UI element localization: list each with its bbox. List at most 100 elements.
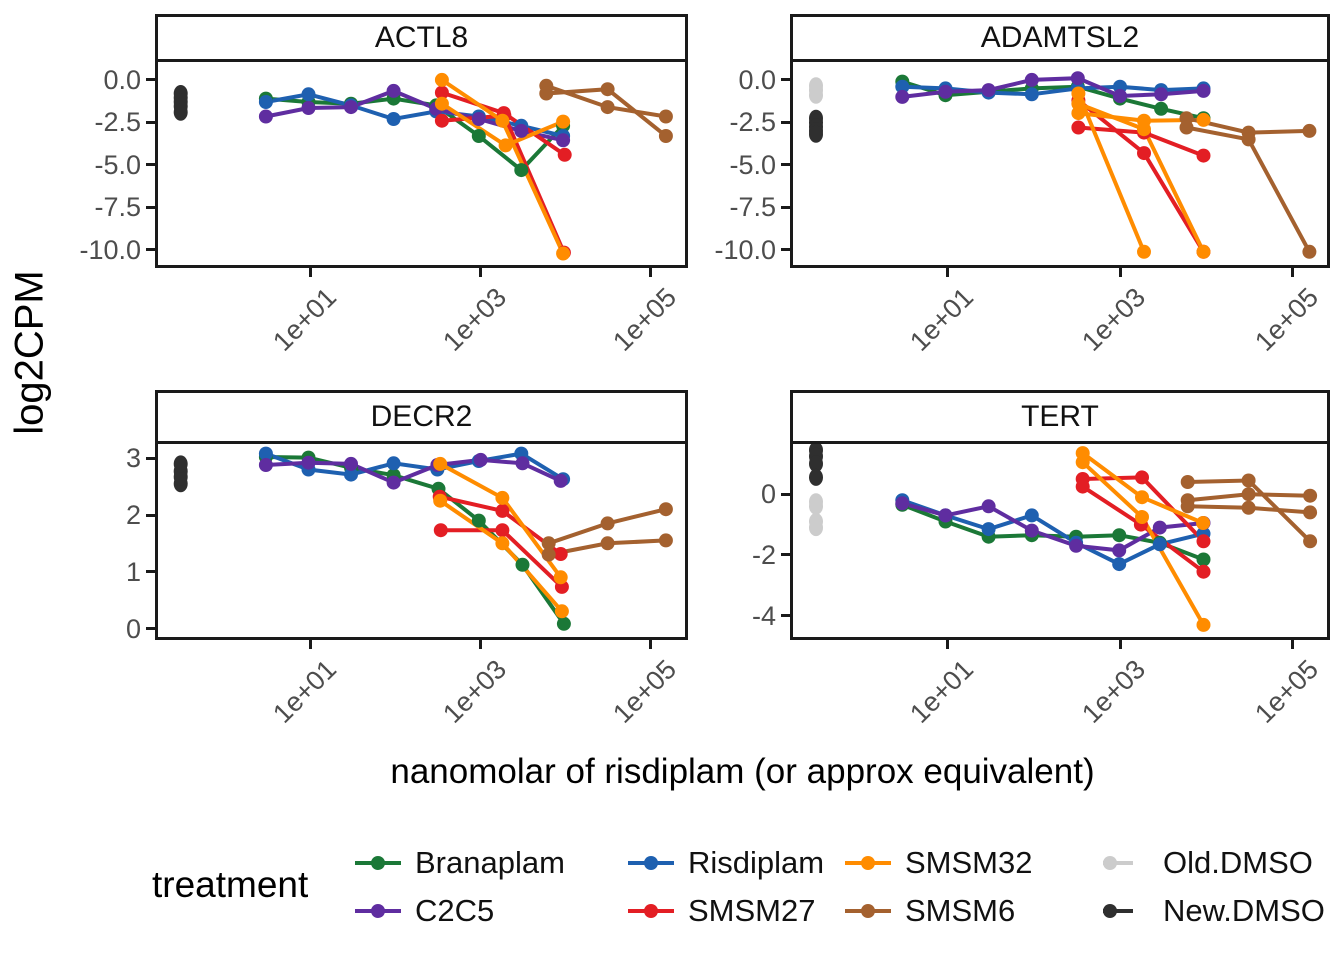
data-point-SMSM32 [495, 490, 510, 505]
data-point-SMSM6 [541, 547, 556, 562]
data-point-C2C5 [938, 84, 953, 99]
data-point-SMSM6 [600, 82, 615, 97]
data-point-SMSM6 [539, 86, 554, 101]
facet-ADAMTSL2: ADAMTSL2 0.0 -2.5 -5.0 -7.5 -10.0 1e+01 1e+03 1e… [714, 14, 1330, 357]
y-tick-mark [146, 627, 155, 630]
legend-label: SMSM27 [688, 893, 816, 928]
data-point-SMSM6 [1241, 132, 1256, 147]
data-point-Branaplam [514, 163, 529, 178]
y-tick-mark [781, 614, 790, 618]
data-point-SMSM32 [1196, 516, 1211, 530]
data-point-SMSM6 [1241, 500, 1256, 515]
legend-item-Old.DMSO: Old.DMSO [1103, 843, 1313, 883]
x-tick-mark [308, 640, 312, 649]
data-point-C2C5 [258, 109, 273, 124]
data-point-SMSM6 [658, 109, 673, 124]
x-tick-label: 1e+01 [266, 654, 342, 729]
data-point-Branaplam [471, 513, 486, 528]
series-line-Risdiplam [265, 92, 564, 138]
facet-plot-svg [173, 72, 673, 261]
data-point-SMSM32 [556, 246, 571, 261]
x-tick-label: 1e+03 [437, 654, 512, 729]
x-tick-label: 1e+03 [1076, 282, 1152, 357]
series-line-SMSM32 [1076, 92, 1146, 253]
y-tick-mark [146, 78, 155, 81]
dmso-point-New.DMSO [809, 468, 823, 486]
data-point-SMSM27 [434, 113, 449, 128]
legend-item-SMSM6: SMSM6 [845, 891, 1015, 931]
y-tick-mark [146, 570, 155, 574]
data-point-Branaplam [1154, 101, 1169, 116]
y-tick-label: 2 [125, 500, 141, 531]
x-tick-mark [649, 640, 653, 649]
data-point-SMSM6 [1303, 488, 1318, 503]
data-point-C2C5 [473, 452, 488, 467]
data-point-C2C5 [556, 133, 571, 148]
data-point-SMSM6 [600, 100, 615, 115]
data-point-C2C5 [1024, 72, 1039, 87]
series-line-C2C5 [265, 88, 564, 143]
data-point-C2C5 [258, 458, 273, 472]
y-tick-label: -10.0 [79, 234, 141, 265]
y-tick-label: 0.0 [738, 64, 776, 95]
data-point-C2C5 [386, 475, 401, 490]
legend-label: SMSM6 [905, 893, 1016, 928]
data-point-SMSM6 [1302, 123, 1317, 138]
data-point-C2C5 [301, 101, 316, 115]
legend-key-icon [845, 852, 891, 874]
data-point-SMSM27 [1196, 534, 1211, 549]
y-tick-mark [146, 120, 155, 124]
y-tick-label: -2.5 [94, 107, 141, 137]
data-point-Risdiplam [258, 95, 273, 109]
legend-item-C2C5: C2C5 [355, 891, 494, 931]
legend-item-New.DMSO: New.DMSO [1103, 891, 1325, 931]
y-tick-mark [781, 163, 790, 167]
data-point-Branaplam [1196, 552, 1211, 567]
data-point-C2C5 [1152, 520, 1167, 535]
data-point-Risdiplam [344, 467, 358, 482]
data-point-SMSM6 [1180, 475, 1195, 489]
x-tick-mark [945, 268, 949, 277]
x-tick-label: 1e+01 [266, 282, 342, 357]
plot-panel [155, 62, 688, 268]
y-tick-mark [781, 492, 790, 496]
data-point-SMSM32 [553, 570, 568, 585]
data-point-SMSM6 [658, 533, 673, 548]
data-point-SMSM6 [1180, 499, 1195, 514]
data-point-C2C5 [1024, 523, 1039, 538]
data-point-C2C5 [1069, 538, 1084, 553]
data-point-Risdiplam [1152, 537, 1167, 552]
data-point-Branaplam [471, 129, 486, 143]
y-tick-mark [781, 248, 790, 252]
y-tick-label: -7.5 [729, 192, 776, 223]
data-point-SMSM27 [1196, 564, 1211, 579]
y-tick-label: -2 [751, 539, 776, 570]
x-tick-mark [649, 268, 653, 277]
data-point-SMSM27 [495, 523, 510, 538]
data-point-SMSM27 [1135, 470, 1149, 485]
data-point-Risdiplam [981, 522, 996, 537]
x-tick-label: 1e+03 [437, 282, 512, 357]
x-tick-mark [1118, 268, 1122, 277]
facet-ACTL8: ACTL8 0.0 -2.5 -5.0 -7.5 -10.0 1e+01 1e+03 1e+05 [79, 14, 688, 357]
data-point-C2C5 [471, 112, 486, 126]
legend-label: Old.DMSO [1163, 845, 1313, 880]
legend-key-icon [628, 900, 674, 922]
series-line-Branaplam [265, 455, 566, 625]
x-tick-label: 1e+05 [607, 282, 683, 357]
data-point-SMSM32 [1075, 455, 1090, 470]
y-tick-label: -10.0 [714, 234, 776, 265]
facet-strip: ADAMTSL2 [790, 14, 1330, 62]
dmso-point-New.DMSO [809, 455, 823, 473]
dmso-point-Old.DMSO [809, 86, 823, 104]
data-point-C2C5 [386, 83, 401, 98]
data-point-SMSM6 [1179, 120, 1194, 135]
legend-label: C2C5 [415, 893, 495, 928]
data-point-SMSM32 [1196, 244, 1211, 259]
data-point-SMSM6 [1303, 534, 1318, 549]
data-point-SMSM6 [1302, 244, 1317, 259]
data-point-C2C5 [301, 455, 316, 470]
data-point-SMSM32 [1196, 112, 1211, 127]
x-tick-mark [1291, 268, 1294, 277]
data-point-SMSM32 [1137, 113, 1151, 128]
